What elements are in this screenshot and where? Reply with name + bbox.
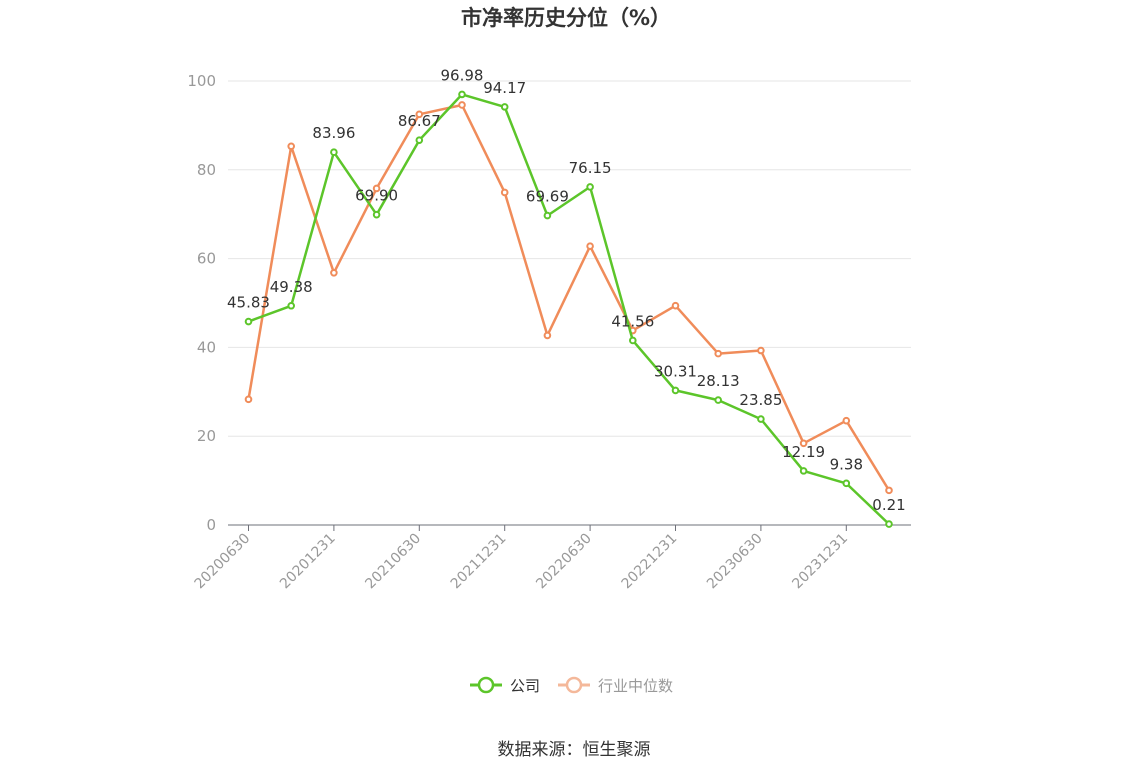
point-industry-median[interactable] <box>799 439 808 448</box>
data-label-company: 76.15 <box>569 159 612 177</box>
point-industry-median[interactable] <box>714 349 723 358</box>
data-label-company: 12.19 <box>782 443 825 461</box>
data-label-company: 28.13 <box>697 372 740 390</box>
point-company[interactable] <box>629 336 637 345</box>
point-industry-median[interactable] <box>543 331 552 340</box>
y-tick-label: 20 <box>197 427 216 445</box>
legend: 公司 行业中位数 <box>470 676 673 695</box>
point-industry-median[interactable] <box>244 395 253 404</box>
point-industry-median[interactable] <box>842 416 851 425</box>
point-industry-median[interactable] <box>671 301 680 310</box>
x-tick-label: 20220630 <box>533 531 595 593</box>
legend-marker-company <box>477 676 495 694</box>
series-group <box>244 90 893 528</box>
legend-item-industry-median[interactable]: 行业中位数 <box>558 676 673 695</box>
point-industry-median[interactable] <box>586 242 594 250</box>
x-tick-label: 20230630 <box>704 531 766 593</box>
y-tick-label: 100 <box>187 72 216 90</box>
x-tick-label: 20201231 <box>277 531 339 593</box>
point-company[interactable] <box>543 211 552 220</box>
data-label-company: 49.38 <box>270 278 313 296</box>
point-company[interactable] <box>244 317 253 326</box>
point-company[interactable] <box>500 103 509 111</box>
x-tick-label: 20221231 <box>619 531 681 593</box>
point-company[interactable] <box>458 90 466 99</box>
point-company[interactable] <box>586 183 594 191</box>
point-company[interactable] <box>799 467 808 475</box>
data-label-company: 86.67 <box>398 112 441 130</box>
point-industry-median[interactable] <box>500 188 509 197</box>
data-label-company: 45.83 <box>227 294 270 312</box>
data-label-company: 83.96 <box>312 124 355 142</box>
legend-label-industry-median: 行业中位数 <box>598 677 673 695</box>
point-company[interactable] <box>415 136 424 144</box>
data-label-company: 30.31 <box>654 362 697 380</box>
point-industry-median[interactable] <box>757 346 765 355</box>
point-industry-median[interactable] <box>287 142 296 151</box>
source-note: 数据来源：恒生聚源 <box>498 740 651 760</box>
x-tick-label: 20200630 <box>192 531 254 593</box>
legend-item-company[interactable]: 公司 <box>470 676 540 695</box>
point-company[interactable] <box>330 148 338 157</box>
point-company[interactable] <box>842 479 851 488</box>
point-industry-median[interactable] <box>458 101 466 109</box>
point-company[interactable] <box>757 415 765 423</box>
y-axis: 0 20 40 60 80 100 <box>187 72 216 534</box>
point-industry-median[interactable] <box>372 184 381 193</box>
data-label-company: 69.90 <box>355 187 398 205</box>
legend-label-company: 公司 <box>510 677 540 695</box>
point-company[interactable] <box>287 301 296 310</box>
x-tick-label: 20231231 <box>789 531 851 593</box>
point-industry-median[interactable] <box>415 110 424 119</box>
point-company[interactable] <box>885 520 893 528</box>
x-tick-label: 20210630 <box>362 531 424 593</box>
y-tick-label: 60 <box>197 250 216 268</box>
x-axis: 20200630 20201231 20210630 20211231 20220630… <box>192 524 911 593</box>
point-company[interactable] <box>714 396 723 404</box>
data-label-company: 94.17 <box>483 79 526 97</box>
data-label-company: 96.98 <box>441 66 484 84</box>
data-label-company: 23.85 <box>739 391 782 409</box>
legend-marker-industry-median <box>565 676 583 694</box>
data-label-company: 41.56 <box>611 312 654 330</box>
y-tick-label: 0 <box>206 516 216 534</box>
point-industry-median[interactable] <box>885 486 893 495</box>
data-label-company: 0.21 <box>872 496 905 514</box>
point-industry-median[interactable] <box>330 269 338 277</box>
data-label-company: 69.69 <box>526 188 569 206</box>
point-company[interactable] <box>671 386 680 395</box>
y-tick-label: 40 <box>197 338 216 356</box>
series-line-industry-median <box>247 103 891 492</box>
chart-title: 市净率历史分位（%） <box>461 6 671 30</box>
data-label-company: 9.38 <box>830 455 863 473</box>
point-company[interactable] <box>372 210 381 219</box>
series-line-company <box>248 93 890 526</box>
x-tick-label: 20211231 <box>448 531 510 593</box>
y-tick-label: 80 <box>197 161 216 179</box>
